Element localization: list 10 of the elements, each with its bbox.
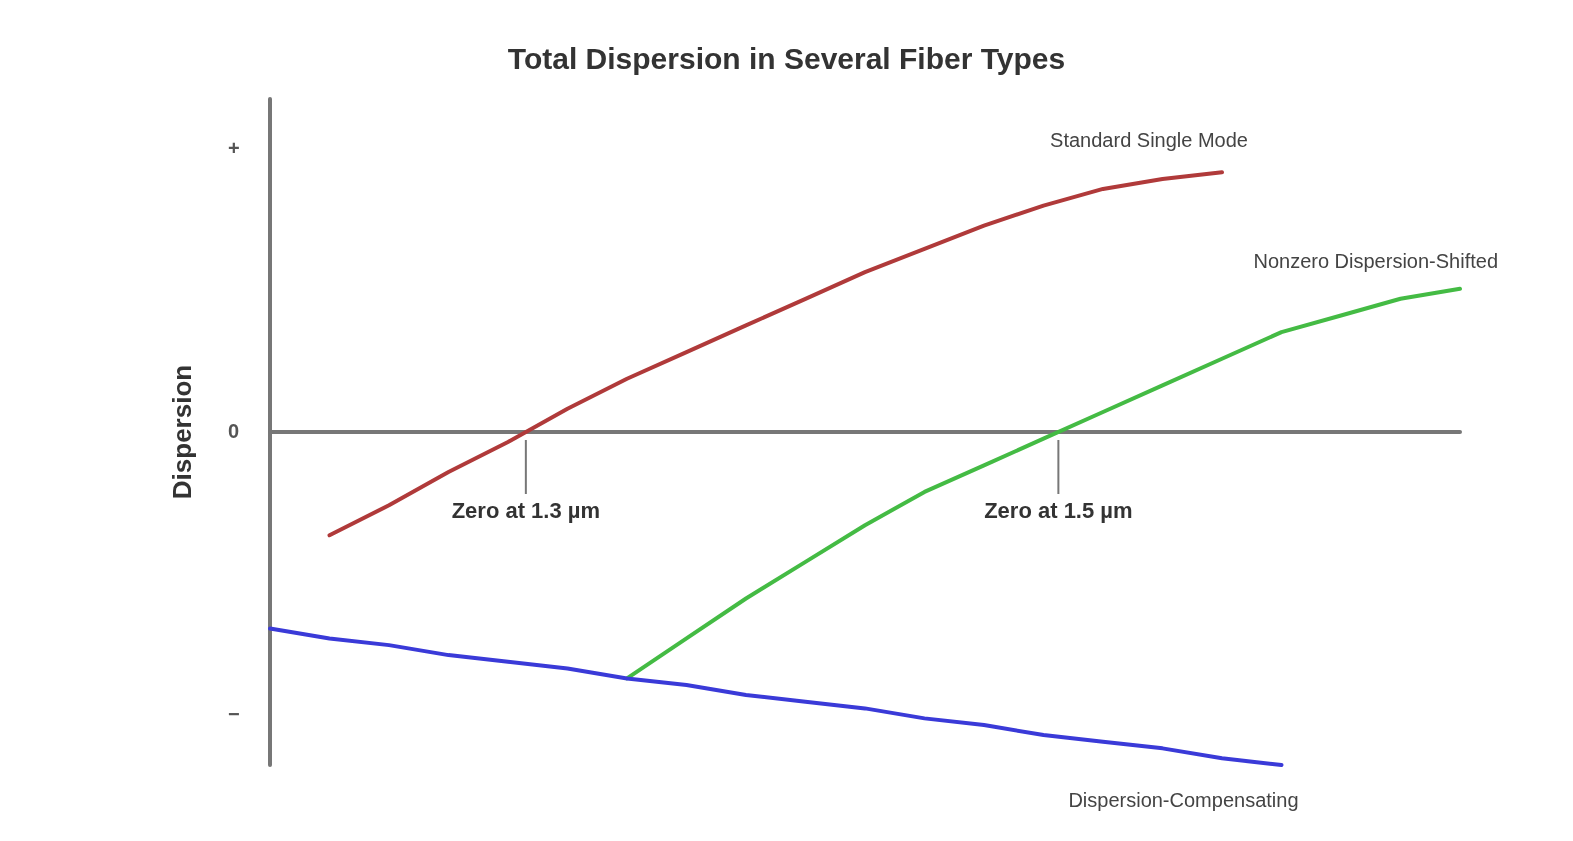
annotation: Zero at 1.3 µm: [451, 497, 601, 523]
text: +: [228, 136, 240, 159]
text: −: [228, 703, 240, 726]
series-label: Standard Single Mode: [1050, 129, 1248, 152]
y-axis-title: Dispersion: [167, 364, 197, 500]
series-label: Dispersion-Compensating: [1068, 789, 1299, 811]
annotation: Zero at 1.5 µm: [984, 497, 1133, 523]
chart-title: Total Dispersion in Several Fiber Types: [507, 41, 1066, 75]
text: Nonzero Dispersion-Shifted: [1253, 249, 1498, 272]
text: 0: [228, 420, 240, 442]
